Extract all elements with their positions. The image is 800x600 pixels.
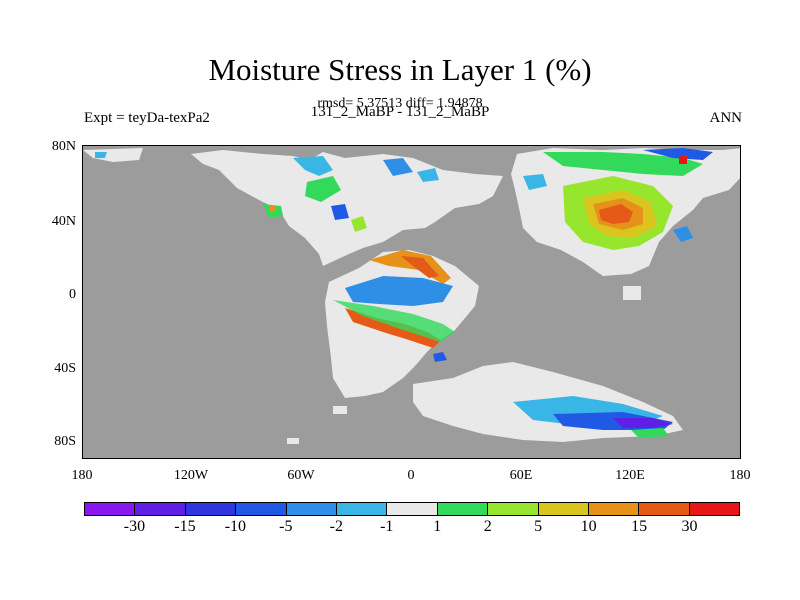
arctic-strip xyxy=(83,148,143,162)
y-tick-80s: 80S xyxy=(54,434,76,449)
colorbar-label: -5 xyxy=(279,518,293,535)
island-4 xyxy=(623,286,641,300)
map-title: Moisture Stress in Layer 1 (%) xyxy=(208,52,592,87)
sa-blue-core xyxy=(345,276,453,306)
colorbar-cell-2 xyxy=(185,503,237,515)
colorbar-cell-8 xyxy=(488,503,539,515)
arctic-blue xyxy=(95,152,107,158)
colorbar-label: -1 xyxy=(380,518,394,535)
colorbar-cell-12 xyxy=(689,503,740,515)
map-field xyxy=(83,148,740,444)
stats-line: rmsd= 5.37513 diff= 1.94878 xyxy=(317,96,483,111)
na-green-3 xyxy=(351,216,367,232)
colorbar-cell-3 xyxy=(236,503,287,515)
colorbar-label: 2 xyxy=(483,518,492,535)
colorbar-label: 10 xyxy=(580,518,597,535)
north-america-land xyxy=(191,150,503,266)
x-tick-60w: 60W xyxy=(287,468,315,483)
colorbar-label: 5 xyxy=(534,518,543,535)
experiment-label: Expt = teyDa-texPa2 xyxy=(84,110,210,126)
colorbar-cell-5 xyxy=(336,503,388,515)
colorbar-cell-1 xyxy=(135,503,186,515)
season-label: ANN xyxy=(709,110,743,126)
sa-red-band xyxy=(401,256,439,278)
colorbar xyxy=(84,502,740,516)
colorbar-label: -30 xyxy=(123,518,146,535)
island-2 xyxy=(333,406,347,414)
y-tick-40n: 40N xyxy=(51,214,76,229)
colorbar-label: -10 xyxy=(224,518,247,535)
eu-blue-north xyxy=(643,148,713,160)
na-blue-2 xyxy=(383,158,413,176)
y-tick-40s: 40S xyxy=(54,361,76,376)
colorbar-label: 15 xyxy=(631,518,648,535)
na-green-1 xyxy=(305,176,341,202)
run-label: 131_2_MaBP - 131_2_MaBP xyxy=(310,104,490,120)
na-blue-1 xyxy=(293,156,333,176)
colorbar-label: 1 xyxy=(433,518,442,535)
colorbar-label: -2 xyxy=(329,518,343,535)
sa-blue-south xyxy=(433,352,447,362)
ant-purple xyxy=(613,418,673,428)
colorbar-label: 30 xyxy=(681,518,698,535)
colorbar-cell-4 xyxy=(286,503,337,515)
colorbar-label: -15 xyxy=(174,518,196,535)
map-plot-area xyxy=(82,145,741,459)
colorbar-cell-10 xyxy=(588,503,640,515)
x-tick-120e: 120E xyxy=(615,468,645,483)
x-tick-60e: 60E xyxy=(509,468,533,483)
sa-green-band xyxy=(333,300,455,342)
colorbar-cell-11 xyxy=(639,503,690,515)
island-1 xyxy=(269,206,275,212)
colorbar-cell-7 xyxy=(437,503,489,515)
x-tick-180-right: 180 xyxy=(729,468,751,483)
eu-red-spot xyxy=(679,156,687,164)
eu-red xyxy=(599,204,633,224)
eu-green-north xyxy=(543,152,703,176)
y-tick-0: 0 xyxy=(69,287,76,302)
eu-blue-west xyxy=(523,174,547,190)
colorbar-cell-0 xyxy=(85,503,136,515)
x-tick-0: 0 xyxy=(407,468,415,483)
x-tick-120w: 120W xyxy=(173,468,209,483)
x-tick-180-left: 180 xyxy=(71,468,93,483)
na-blue-4 xyxy=(417,168,439,182)
y-tick-80n: 80N xyxy=(51,139,76,154)
eu-blue-east xyxy=(673,226,693,242)
na-blue-3 xyxy=(331,204,349,220)
colorbar-cell-9 xyxy=(538,503,589,515)
island-3 xyxy=(287,438,299,444)
colorbar-cell-6 xyxy=(387,503,438,515)
ant-green xyxy=(631,428,669,438)
